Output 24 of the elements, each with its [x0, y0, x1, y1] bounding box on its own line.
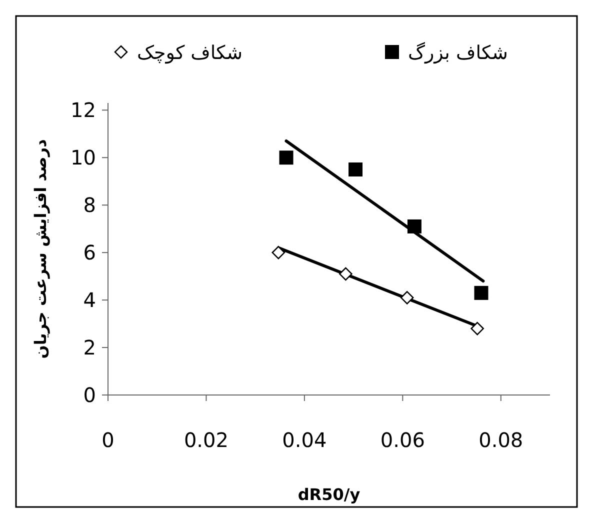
- y-tick-label: 4: [83, 288, 96, 312]
- y-tick-label: 2: [83, 336, 96, 360]
- y-tick-label: 10: [70, 146, 96, 170]
- point: [279, 150, 294, 165]
- point: [339, 267, 352, 281]
- point: [407, 219, 422, 234]
- point: [474, 286, 488, 300]
- point: [272, 246, 286, 260]
- x-tick-label: 0.06: [380, 428, 425, 452]
- x-tick-label: 0.02: [184, 428, 228, 452]
- x-tick-label: 0.04: [282, 428, 327, 452]
- legend-label: شکاف بزرگ: [408, 41, 508, 64]
- point: [348, 162, 363, 176]
- legend-label: شکاف کوچک: [137, 42, 243, 64]
- point: [470, 322, 484, 336]
- x-tick-label: 0: [102, 428, 114, 452]
- y-tick-label: 0: [83, 383, 96, 407]
- point: [400, 291, 414, 304]
- y-axis-title: درصد افزایش سرعت جریان: [31, 139, 50, 359]
- x-axis-title: dR50/y: [298, 485, 361, 504]
- y-tick-label: 6: [83, 240, 96, 265]
- y-tick-label: 12: [70, 98, 96, 122]
- x-tick-label: 0.08: [478, 428, 524, 452]
- y-tick-label: 8: [83, 193, 96, 218]
